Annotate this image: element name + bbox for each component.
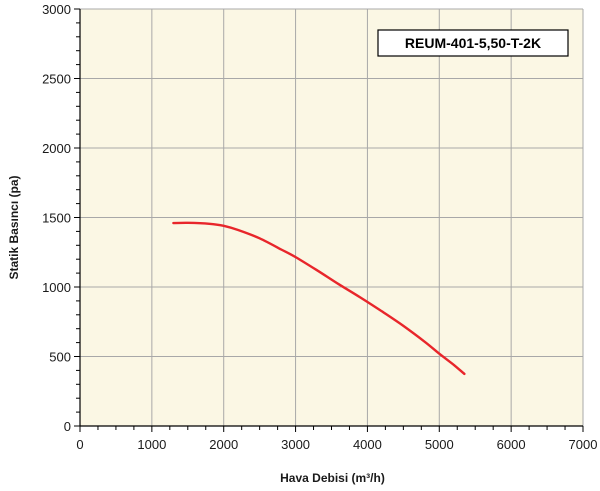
y-tick-label: 3000 — [42, 2, 71, 17]
x-tick-label: 2000 — [209, 437, 238, 452]
data-series — [172, 221, 466, 376]
y-tick-label: 2500 — [42, 72, 71, 87]
x-tick-label: 4000 — [353, 437, 382, 452]
series-line — [172, 221, 466, 376]
x-tick-label: 3000 — [281, 437, 310, 452]
legend-box: REUM-401-5,50-T-2K — [377, 29, 569, 57]
x-tick-label: 6000 — [497, 437, 526, 452]
y-tick-label: 1500 — [42, 211, 71, 226]
y-tick-label: 0 — [64, 419, 71, 434]
x-tick-label: 1000 — [137, 437, 166, 452]
x-tick-label: 0 — [76, 437, 83, 452]
x-tick-label: 5000 — [425, 437, 454, 452]
y-axis-title: Statik Basıncı (pa) — [7, 175, 21, 279]
x-tick-label: 7000 — [569, 437, 598, 452]
y-tick-label: 500 — [49, 350, 71, 365]
legend-frame — [377, 29, 569, 57]
legend-series-name: REUM-401-5,50-T-2K — [405, 35, 541, 51]
grid-lines — [80, 8, 584, 426]
y-tick-label: 2000 — [42, 141, 71, 156]
tick-marks — [74, 8, 584, 432]
y-tick-label: 1000 — [42, 280, 71, 295]
tick-labels: 0 1000 2000 3000 4000 5000 6000 7000 0 500 1000 150… — [42, 2, 597, 452]
x-axis-title: Hava Debisi (m³/h) — [280, 471, 385, 485]
